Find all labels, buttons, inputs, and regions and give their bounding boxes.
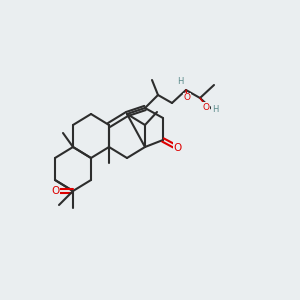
Text: H: H [212, 106, 218, 115]
Text: O: O [51, 186, 59, 196]
Text: H: H [177, 77, 183, 86]
Text: O: O [184, 94, 190, 103]
Text: O: O [202, 103, 209, 112]
Text: O: O [174, 143, 182, 153]
